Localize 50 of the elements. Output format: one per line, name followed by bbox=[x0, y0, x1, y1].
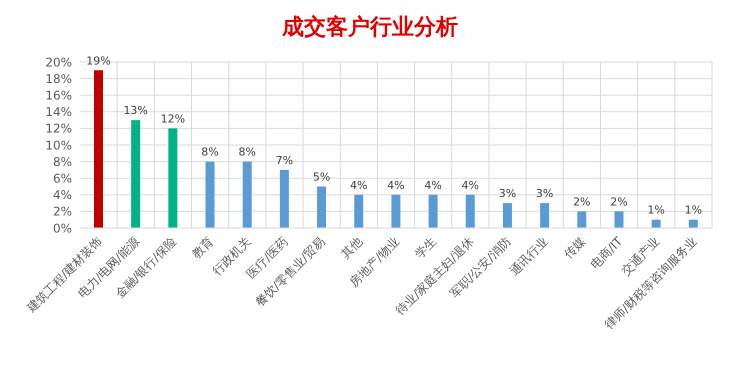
bar bbox=[577, 211, 586, 228]
data-label: 2% bbox=[573, 195, 591, 208]
y-tick-label: 20% bbox=[45, 55, 72, 70]
chart-title: 成交客户行业分析 bbox=[280, 14, 459, 42]
x-tick-label: 学生 bbox=[412, 234, 440, 262]
bar bbox=[688, 220, 698, 228]
bar bbox=[391, 194, 400, 228]
data-label: 13% bbox=[123, 104, 148, 118]
bar bbox=[428, 194, 438, 228]
y-tick-label: 6% bbox=[52, 171, 72, 186]
bar bbox=[131, 120, 140, 228]
y-tick-label: 10% bbox=[45, 138, 72, 152]
data-label: 7% bbox=[276, 154, 294, 167]
bar bbox=[354, 194, 364, 228]
y-tick-label: 0% bbox=[52, 221, 72, 236]
data-label: 1% bbox=[647, 204, 665, 217]
data-label: 1% bbox=[684, 204, 702, 217]
data-label: 8% bbox=[201, 146, 219, 159]
y-tick-label: 8% bbox=[52, 154, 72, 169]
bar bbox=[466, 194, 475, 228]
bar bbox=[280, 170, 289, 228]
bar bbox=[317, 186, 326, 228]
y-tick-label: 4% bbox=[52, 188, 72, 202]
y-tick-label: 12% bbox=[45, 122, 72, 136]
data-label: 4% bbox=[424, 178, 442, 192]
data-label: 3% bbox=[536, 187, 554, 200]
bar bbox=[614, 211, 624, 228]
y-tick-label: 16% bbox=[45, 88, 72, 102]
data-label: 2% bbox=[610, 195, 628, 208]
bar bbox=[94, 70, 103, 228]
y-tick-label: 14% bbox=[45, 105, 72, 120]
data-label: 5% bbox=[312, 170, 330, 184]
y-tick-label: 2% bbox=[52, 204, 72, 219]
x-tick-label: 传媒 bbox=[561, 234, 588, 262]
bar bbox=[168, 128, 178, 228]
x-tick-label: 教育 bbox=[189, 234, 216, 262]
data-label: 4% bbox=[350, 178, 368, 192]
x-tick-label: 其他 bbox=[338, 234, 365, 262]
data-label: 3% bbox=[498, 187, 516, 200]
data-label: 4% bbox=[387, 178, 405, 192]
data-label: 4% bbox=[462, 178, 479, 192]
bar bbox=[502, 203, 512, 228]
bar bbox=[206, 162, 215, 228]
bar bbox=[242, 162, 252, 228]
data-label: 19% bbox=[86, 54, 111, 68]
data-label: 12% bbox=[160, 112, 186, 126]
y-tick-label: 18% bbox=[45, 72, 72, 86]
bar bbox=[652, 220, 661, 228]
bar bbox=[540, 203, 550, 228]
data-label: 8% bbox=[238, 146, 256, 159]
